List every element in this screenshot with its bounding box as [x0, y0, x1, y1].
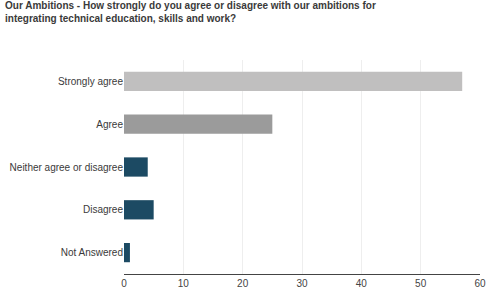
- svg-text:0: 0: [121, 278, 127, 289]
- svg-text:10: 10: [178, 278, 190, 289]
- svg-text:Disagree: Disagree: [83, 204, 123, 215]
- svg-text:40: 40: [356, 278, 368, 289]
- svg-text:60: 60: [474, 278, 486, 289]
- svg-text:Neither agree or disagree: Neither agree or disagree: [10, 162, 124, 173]
- svg-text:30: 30: [296, 278, 308, 289]
- svg-text:Agree: Agree: [96, 119, 123, 130]
- svg-text:Not Answered: Not Answered: [61, 247, 123, 258]
- svg-text:50: 50: [415, 278, 427, 289]
- svg-text:20: 20: [237, 278, 249, 289]
- svg-text:Strongly agree: Strongly agree: [58, 76, 123, 87]
- svg-text:Our Ambitions - How strongly d: Our Ambitions - How strongly do you agre…: [5, 0, 376, 24]
